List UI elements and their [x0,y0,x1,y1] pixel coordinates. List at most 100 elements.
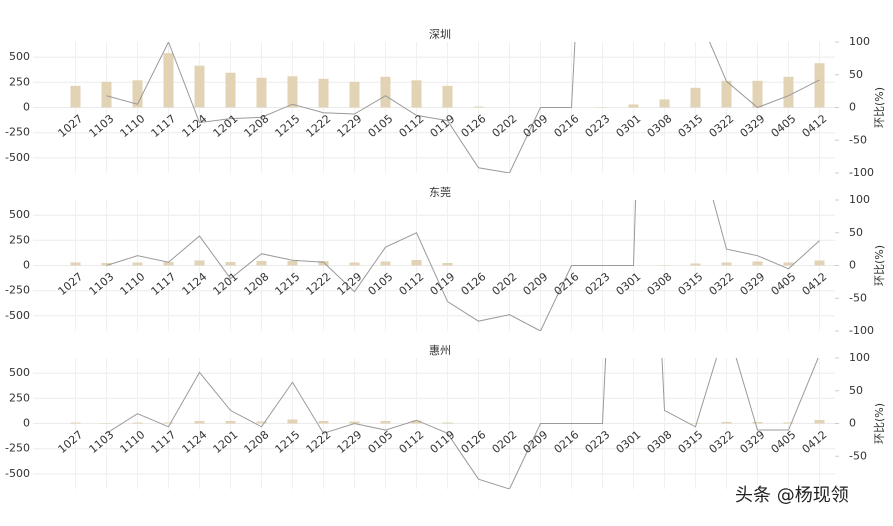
x-tick-label: 0216 [552,428,582,456]
x-tick-label: 0209 [521,270,551,298]
x-tick-label: 1117 [149,270,179,298]
y2-tick-label: 100 [849,193,870,206]
x-tick-label: 0308 [645,270,675,298]
x-tick-label: 1027 [56,112,86,140]
x-tick-label: 0209 [521,428,551,456]
x-tick-label: 0202 [490,270,520,298]
y-tick-label: -500 [5,309,30,322]
bar [783,76,794,108]
x-tick-label: 0322 [707,270,737,298]
x-tick-label: 0126 [459,428,489,456]
bar [287,419,298,424]
x-tick-label: 1110 [118,270,148,298]
x-tick-label: 0405 [769,428,799,456]
x-tick-label: 0322 [707,112,737,140]
bar [380,261,391,266]
y2-tick-label: -100 [849,324,874,337]
line [106,42,820,173]
x-tick-label: 1222 [304,428,334,456]
x-tick-label: 1124 [180,270,210,298]
bar [814,63,825,108]
bar [70,422,81,424]
x-tick-label: 1229 [335,112,365,140]
y2-tick-label: 100 [849,35,870,48]
x-tick-label: 1215 [273,270,303,298]
y-tick-label: 250 [9,75,30,88]
x-tick-label: 0216 [552,112,582,140]
x-tick-label: 0126 [459,270,489,298]
x-tick-label: 0223 [583,270,613,298]
bar [70,262,81,266]
bar [690,87,701,108]
y-tick-label: 500 [9,208,30,221]
y2-tick-label: 0 [849,101,856,114]
x-tick-label: 0216 [552,270,582,298]
bar [318,260,329,266]
x-tick-label: 0412 [800,112,830,140]
x-tick-label: 1201 [211,112,241,140]
y-tick-label: 0 [23,259,30,272]
x-tick-label: 0202 [490,428,520,456]
y-tick-label: -500 [5,151,30,164]
x-tick-label: 1117 [149,428,179,456]
bar [256,77,267,108]
y2-tick-label: 0 [849,417,856,430]
bar [752,261,763,266]
bar [597,106,608,108]
y2-tick-label: 0 [849,259,856,272]
x-tick-label: 0209 [521,112,551,140]
x-tick-label: 1110 [118,112,148,140]
bar [225,261,236,266]
x-tick-label: 0412 [800,270,830,298]
bar [442,422,453,424]
y2-tick-label: 50 [849,384,863,397]
bar [132,80,143,108]
bar [721,262,732,266]
bar [659,264,670,266]
y2-axis-label: 环比(%) [873,403,886,444]
y2-tick-label: -50 [849,449,867,462]
x-tick-label: 1124 [180,112,210,140]
y-tick-label: 0 [23,417,30,430]
x-tick-label: 0301 [614,270,644,298]
bar [752,80,763,108]
bar [442,262,453,266]
bar [318,420,329,424]
bar [380,76,391,108]
bar [318,78,329,108]
watermark: 头条 @杨现领 [735,485,849,506]
y2-tick-label: -100 [849,166,874,179]
y-tick-label: -500 [5,467,30,480]
x-tick-label: 0315 [676,270,706,298]
bar [783,422,794,424]
x-tick-label: 0405 [769,270,799,298]
bar [411,420,422,424]
x-tick-label: 0202 [490,112,520,140]
bar [225,420,236,424]
x-tick-label: 1222 [304,112,334,140]
x-tick-label: 0315 [676,428,706,456]
bar [473,106,484,108]
x-tick-label: 0308 [645,428,675,456]
y-tick-label: 250 [9,233,30,246]
bar [101,262,112,266]
y-tick-label: 500 [9,366,30,379]
y-tick-label: 0 [23,101,30,114]
bar [690,263,701,266]
bar [70,85,81,108]
x-tick-label: 0112 [397,270,427,298]
y-tick-label: 500 [9,50,30,63]
y2-tick-label: 100 [849,351,870,364]
bar [349,81,360,108]
x-tick-label: 0223 [583,112,613,140]
bar [814,419,825,424]
x-tick-label: 1229 [335,428,365,456]
x-tick-label: 0119 [428,112,458,140]
bar [349,421,360,424]
bar [442,85,453,108]
bar [101,422,112,424]
bar [163,422,174,424]
x-tick-label: 1215 [273,428,303,456]
bar [256,421,267,424]
